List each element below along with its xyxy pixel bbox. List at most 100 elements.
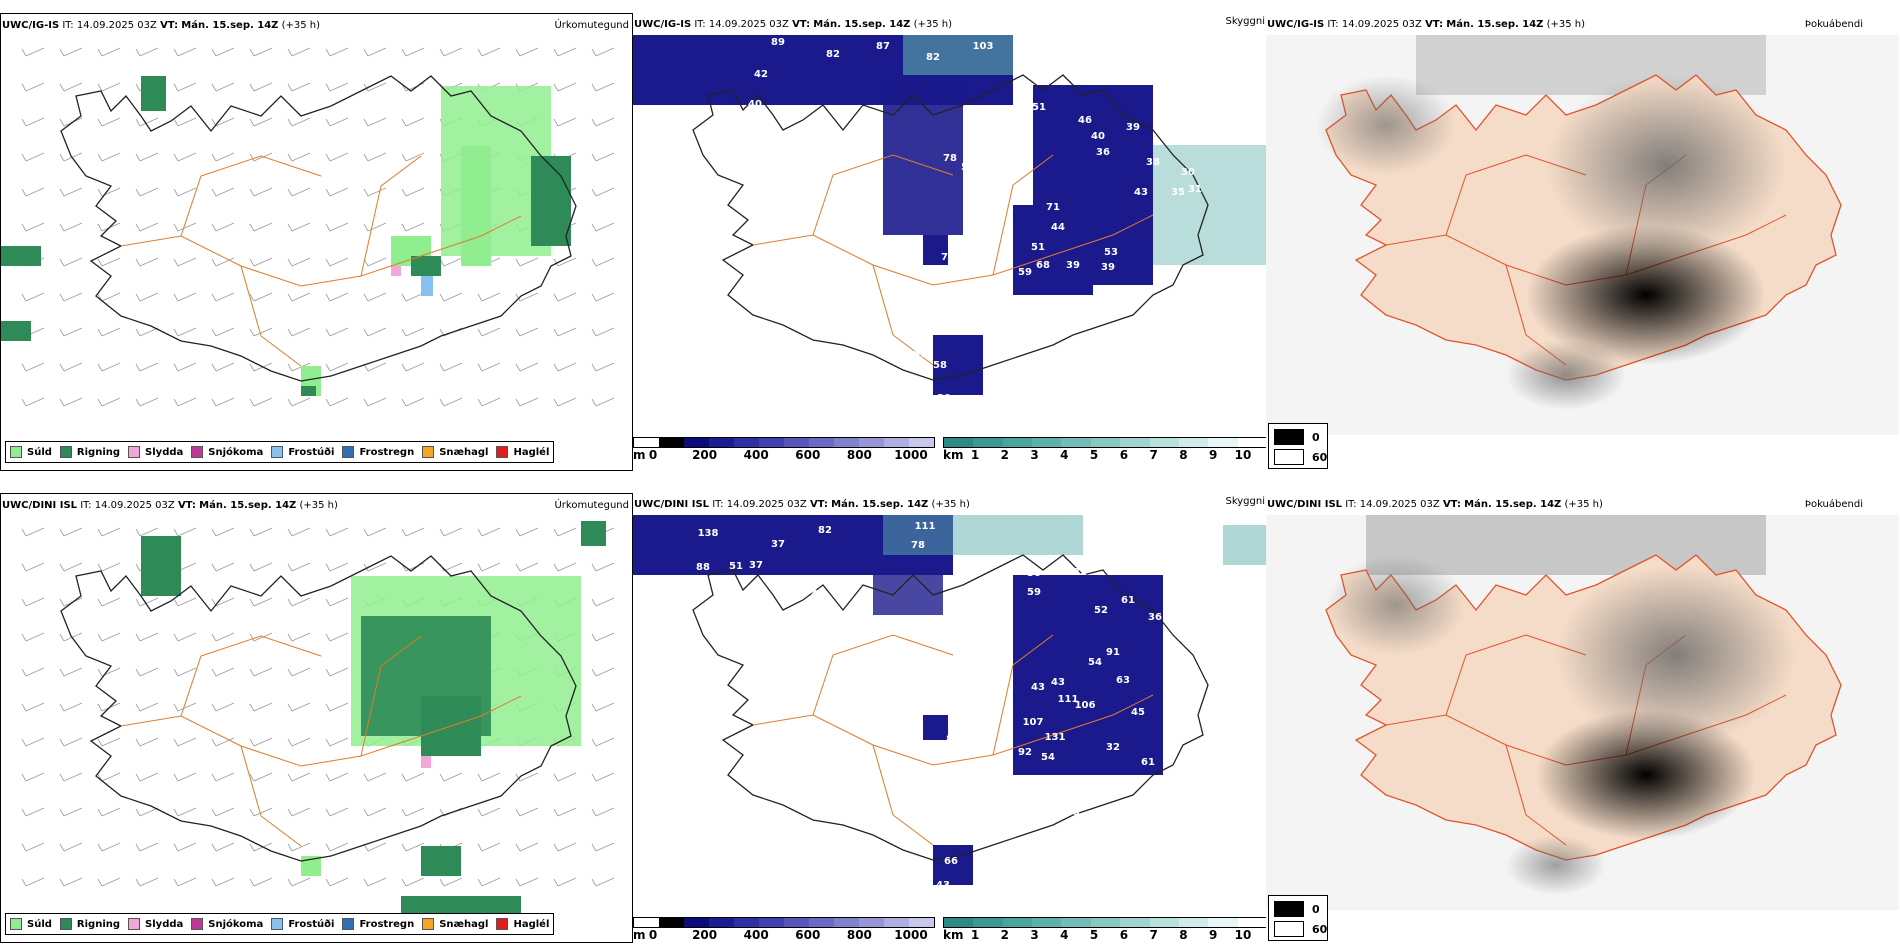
wind-barb	[21, 362, 45, 372]
colorbar-tick: 9	[1209, 448, 1218, 462]
precip-legend: Súld Rigning Slydda Snjókoma Frostúði Frostre…	[5, 913, 555, 935]
wind-barb	[591, 877, 615, 887]
wind-barb	[173, 257, 197, 267]
colorbar-unit: m	[633, 448, 646, 462]
cloud-base-value: 88	[696, 562, 710, 573]
wind-barb	[59, 632, 83, 642]
cloud-base-value: 131	[1045, 732, 1066, 743]
cloud-base-value: 82	[826, 49, 840, 60]
precip-shading	[1, 76, 571, 396]
wind-barb	[591, 327, 615, 337]
wind-barb	[591, 737, 615, 747]
cloud-base-value: 45	[1131, 707, 1145, 718]
colorbar-cell	[1208, 918, 1238, 927]
legend-label: Haglél	[513, 446, 550, 458]
wind-barb	[287, 187, 311, 197]
cloud-base-value: 61	[1121, 595, 1135, 606]
colorbar-tick: 800	[846, 928, 872, 942]
wind-barb	[591, 152, 615, 162]
wind-barb	[325, 842, 349, 852]
panel-label: Úrkomutegund	[554, 500, 629, 511]
cloud-base-value: 140	[1068, 67, 1089, 78]
wind-barb	[211, 667, 235, 677]
fog-legend-item: 60	[1274, 449, 1327, 465]
wind-barb	[325, 47, 349, 57]
coastline	[692, 74, 1209, 381]
wind-barb	[401, 292, 425, 302]
legend-label: Haglél	[513, 918, 550, 930]
colorbar-cell	[809, 918, 834, 927]
wind-barb	[97, 222, 121, 232]
wind-barb	[59, 702, 83, 712]
colorbar-unit: km	[943, 928, 964, 942]
colorbar-tick: 400	[743, 928, 769, 942]
colorbar-cell	[709, 438, 734, 447]
wind-barb	[591, 222, 615, 232]
cloud-base-value: 43	[1134, 187, 1148, 198]
wind-barb	[553, 117, 577, 127]
wind-barb	[515, 47, 539, 57]
wind-barb	[287, 397, 311, 407]
wind-barb	[211, 152, 235, 162]
wind-barb	[21, 842, 45, 852]
wind-barb	[97, 632, 121, 642]
fog-panel-ig: UWC/IG-IS IT: 14.09.2025 03Z VT: Mán. 15…	[1266, 13, 1899, 471]
cloud-base-value: 91	[1106, 647, 1120, 658]
wind-barb	[287, 327, 311, 337]
panel-title: UWC/DINI ISL IT: 14.09.2025 03Z VT: Mán.…	[1267, 499, 1603, 510]
legend-swatch	[271, 918, 284, 930]
colorbar-cell	[834, 438, 859, 447]
panel-label: Þokuábendi	[1804, 499, 1863, 510]
colorbar-cell	[909, 918, 934, 927]
cloud-base-value: 89	[771, 37, 785, 48]
legend-label: Snjókoma	[208, 918, 264, 930]
colorbar-tick: 8	[1179, 928, 1188, 942]
wind-barb	[591, 632, 615, 642]
coastline	[60, 555, 577, 862]
wind-barb	[135, 152, 159, 162]
wind-barb	[287, 562, 311, 572]
wind-barb	[135, 807, 159, 817]
wind-barb	[249, 562, 273, 572]
wind-barb	[401, 877, 425, 887]
wind-barb	[591, 772, 615, 782]
wind-barb	[287, 152, 311, 162]
wind-barb	[325, 667, 349, 677]
wind-barb	[553, 362, 577, 372]
wind-barb	[249, 772, 273, 782]
colorbar-cells	[943, 437, 1266, 448]
wind-barb	[59, 527, 83, 537]
legend-label: Slydda	[145, 446, 184, 458]
wind-barb	[363, 117, 387, 127]
wind-barb	[59, 327, 83, 337]
visibility-colorbar: km 1 2 3 4 5 6 7 8 9 10	[943, 917, 1266, 943]
wind-barb	[135, 327, 159, 337]
colorbar-cell	[1002, 918, 1033, 927]
cloud-base-value: 63	[1116, 675, 1130, 686]
wind-barb	[211, 222, 235, 232]
wind-barb	[287, 117, 311, 127]
fog-legend: 0 60	[1268, 895, 1328, 941]
cloud-base-value: 59	[961, 162, 975, 173]
colorbar-cells	[633, 917, 935, 928]
legend-item: Frostregn	[342, 918, 414, 930]
cloud-base-value: 40	[1091, 72, 1105, 83]
wind-barb	[249, 82, 273, 92]
wind-barb	[21, 772, 45, 782]
wind-barb	[97, 47, 121, 57]
colorbar-tick: 800	[846, 448, 872, 462]
colorbar-cells	[633, 437, 935, 448]
wind-barb	[591, 702, 615, 712]
cloud-base-value: 51	[729, 561, 743, 572]
legend-swatch	[496, 918, 509, 930]
wind-barb	[211, 877, 235, 887]
wind-barb	[477, 562, 501, 572]
colorbar-cell	[734, 918, 759, 927]
legend-item: Snjókoma	[191, 918, 263, 930]
wind-barb	[401, 807, 425, 817]
cloud-base-value: 31	[1188, 184, 1202, 195]
cloud-base-value: 71	[1046, 202, 1060, 213]
colorbar-cell	[1120, 438, 1150, 447]
fog-legend-label: 60	[1312, 922, 1328, 936]
